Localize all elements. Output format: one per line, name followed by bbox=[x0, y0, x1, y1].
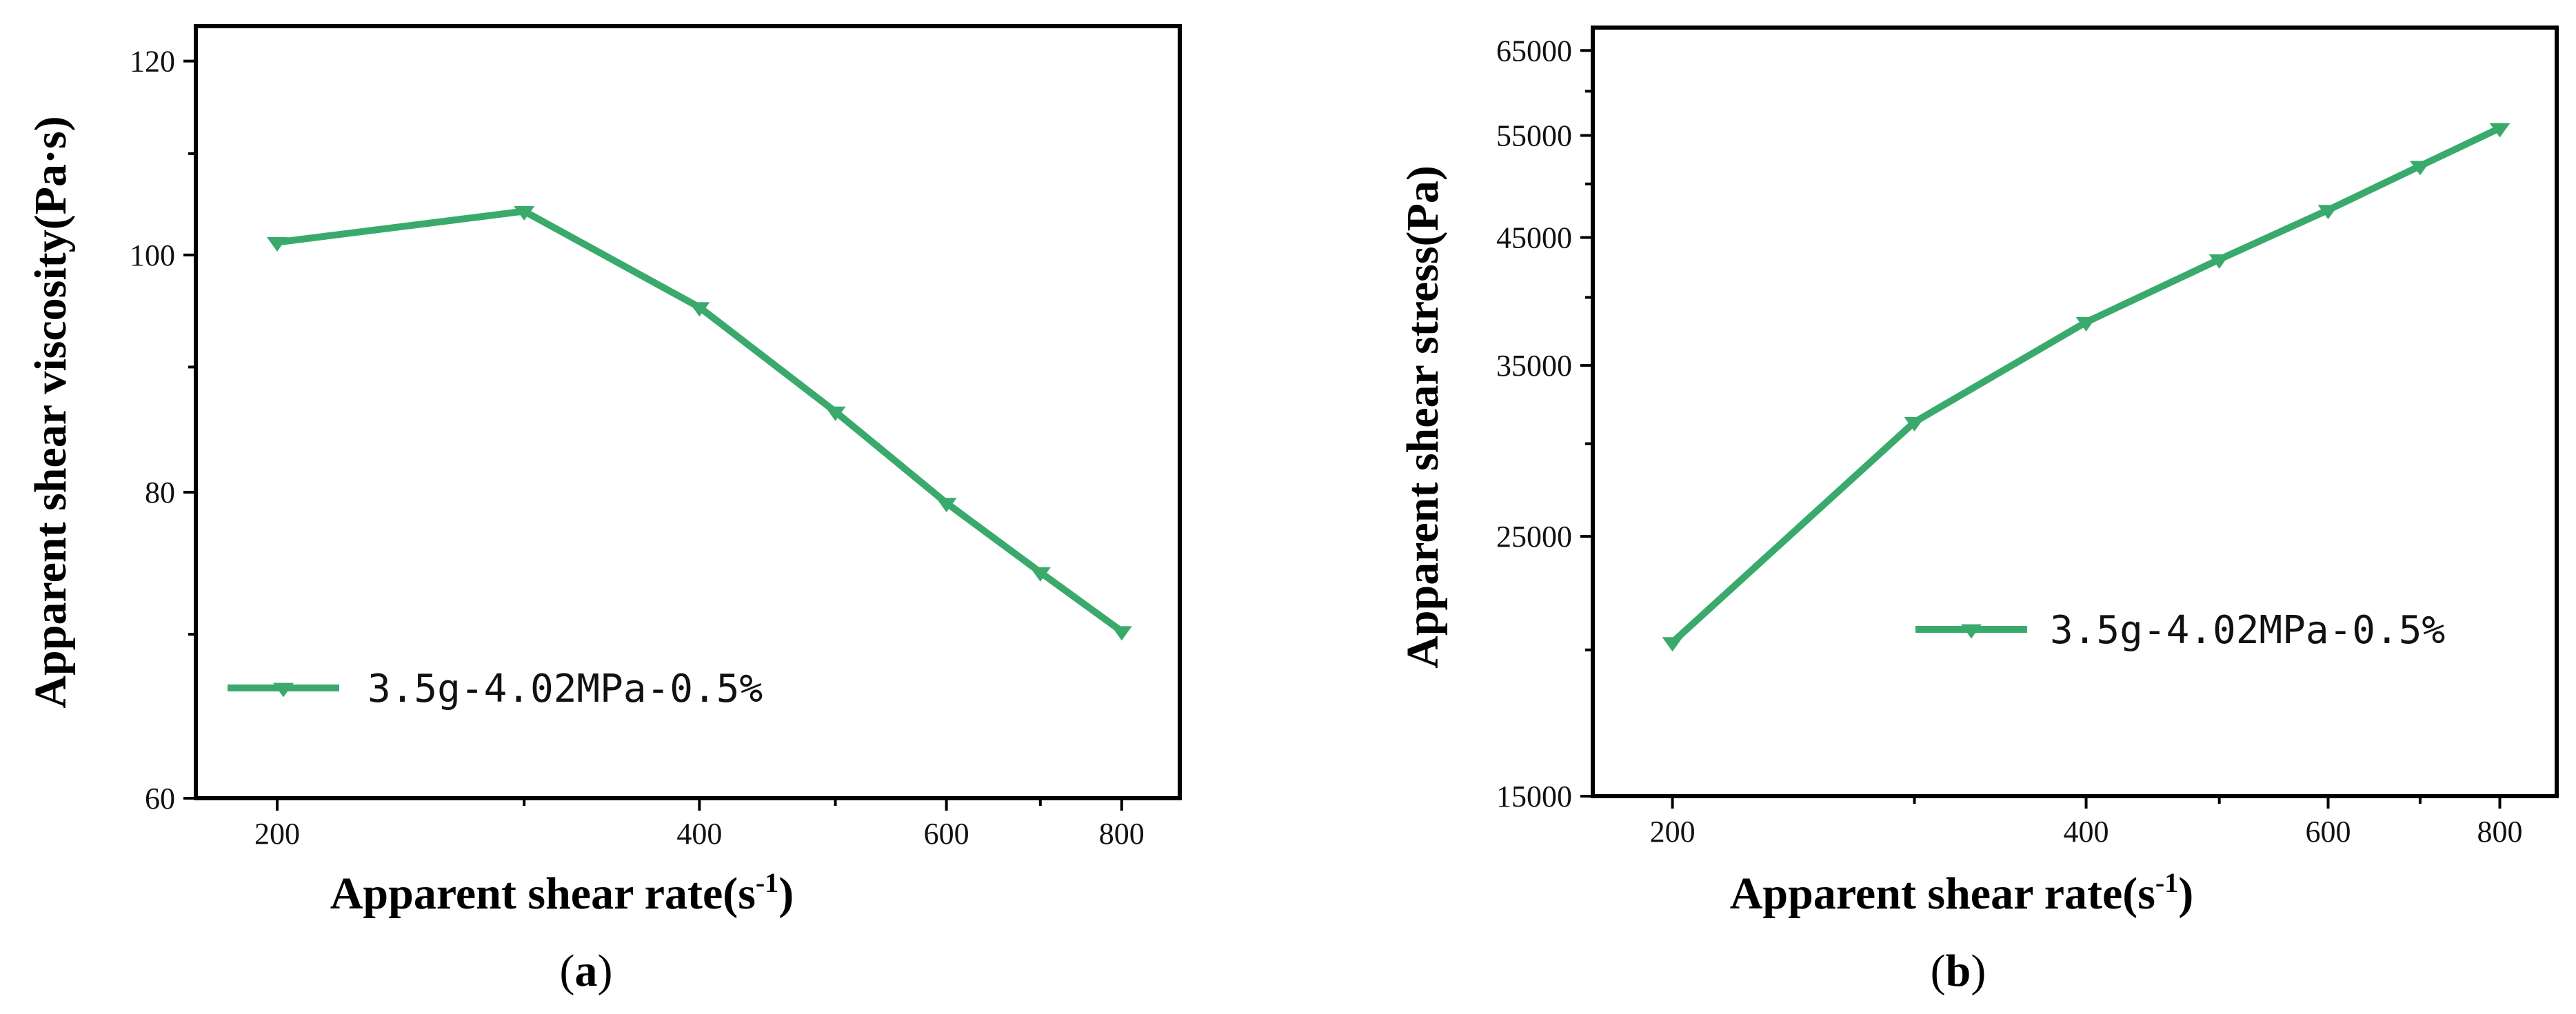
x-tick-label: 200 bbox=[254, 817, 300, 851]
data-point-marker bbox=[1111, 626, 1132, 641]
data-point-marker bbox=[936, 498, 957, 513]
plot-frame-b bbox=[1591, 26, 2559, 798]
x-ticks-b: 200 400 600 800 bbox=[1650, 796, 2523, 849]
x-axis-title-a: Apparent shear rate(s-1) bbox=[330, 867, 794, 919]
series-b bbox=[1662, 123, 2510, 652]
x-axis-title-b: Apparent shear rate(s-1) bbox=[1730, 867, 2193, 919]
y-tick-label: 80 bbox=[145, 476, 175, 509]
series-line bbox=[1670, 125, 2502, 645]
x-tick-label: 400 bbox=[676, 817, 722, 851]
x-tick-label: 200 bbox=[1650, 815, 1695, 849]
data-point-marker bbox=[1662, 637, 1683, 652]
y-tick-label: 55000 bbox=[1496, 119, 1572, 153]
series-a bbox=[266, 205, 1132, 641]
y-tick-label: 100 bbox=[130, 239, 175, 272]
data-point-marker bbox=[2409, 161, 2431, 176]
y-ticks-a: 60 80 100 120 bbox=[130, 45, 196, 815]
legend-label-a: 3.5g-4.02MPa-0.5% bbox=[368, 667, 763, 711]
series-line bbox=[276, 207, 1124, 634]
legend-b: 3.5g-4.02MPa-0.5% bbox=[1915, 608, 2445, 653]
data-point-marker bbox=[689, 302, 710, 317]
y-ticks-b: 15000 25000 35000 45000 55000 65000 bbox=[1496, 34, 1593, 813]
data-point-marker bbox=[266, 237, 288, 252]
legend-marker-a bbox=[273, 682, 294, 698]
panel-b-chart: 200 400 600 800 15000 25000 35000 45000 55000 65… bbox=[1398, 26, 2559, 996]
panel-label-a: (a) bbox=[560, 946, 613, 996]
plot-frame-a bbox=[194, 24, 1182, 800]
data-point-marker bbox=[825, 406, 846, 421]
data-point-marker bbox=[2075, 316, 2097, 332]
y-tick-label: 65000 bbox=[1496, 34, 1572, 68]
legend-a: 3.5g-4.02MPa-0.5% bbox=[228, 667, 763, 711]
y-axis-title-b: Apparent shear stress(Pa) bbox=[1398, 165, 1448, 669]
data-point-marker bbox=[2208, 254, 2230, 269]
x-ticks-a: 200 400 600 800 bbox=[254, 798, 1145, 851]
data-point-marker bbox=[2489, 123, 2510, 138]
x-tick-label: 600 bbox=[2305, 815, 2351, 849]
y-tick-label: 35000 bbox=[1496, 349, 1572, 383]
x-tick-label: 800 bbox=[1099, 817, 1145, 851]
legend-label-b: 3.5g-4.02MPa-0.5% bbox=[2050, 608, 2445, 653]
y-axis-title-a: Apparent shear viscosity(Pa·s) bbox=[26, 116, 76, 708]
data-point-marker bbox=[1904, 416, 1925, 432]
data-point-marker bbox=[1029, 567, 1051, 582]
x-tick-label: 600 bbox=[924, 817, 969, 851]
y-tick-label: 60 bbox=[145, 782, 175, 815]
y-tick-label: 25000 bbox=[1496, 520, 1572, 554]
y-tick-label: 120 bbox=[130, 45, 175, 79]
y-tick-label: 45000 bbox=[1496, 221, 1572, 255]
panel-a-chart: 200 400 600 800 60 80 100 120 3.5g-4.02MPa-0.5… bbox=[26, 24, 1182, 996]
x-tick-label: 800 bbox=[2477, 815, 2523, 849]
panel-label-b: (b) bbox=[1931, 946, 1986, 996]
data-point-marker bbox=[2317, 205, 2339, 220]
data-point-marker bbox=[514, 205, 535, 221]
x-tick-label: 400 bbox=[2064, 815, 2109, 849]
y-tick-label: 15000 bbox=[1496, 780, 1572, 813]
legend-marker-b bbox=[1961, 624, 1982, 639]
